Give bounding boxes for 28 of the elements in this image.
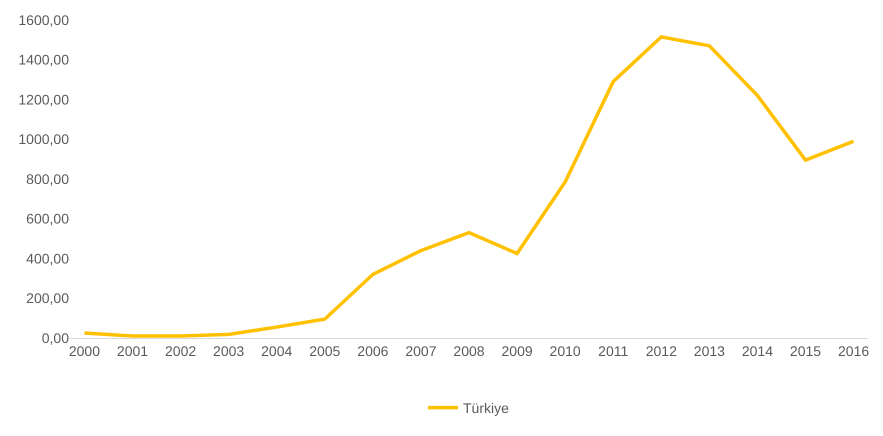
y-tick-label: 1600,00 (18, 12, 70, 28)
y-tick-label: 1200,00 (18, 91, 70, 108)
x-tick-label: 2012 (646, 342, 678, 359)
x-tick-label: 2016 (838, 342, 870, 359)
x-tick-label: 2008 (453, 342, 485, 359)
y-tick-label: 200,00 (26, 290, 70, 306)
x-tick-label: 2009 (501, 342, 533, 359)
y-tick-label: 0,00 (42, 330, 70, 346)
x-tick-label: 2006 (357, 342, 389, 359)
y-tick-label: 400,00 (26, 250, 70, 266)
y-tick-label: 600,00 (26, 210, 70, 227)
y-tick-label: 1000,00 (18, 131, 70, 148)
x-tick-label: 2005 (309, 342, 341, 359)
x-tick-label: 2001 (116, 342, 148, 359)
x-tick-label: 2007 (405, 342, 437, 359)
x-tick-label: 2002 (164, 342, 196, 359)
y-tick-label: 1400,00 (18, 52, 70, 68)
x-tick-label: 2000 (68, 342, 100, 359)
x-tick-label: 2013 (694, 342, 726, 359)
x-tick-label: 2003 (213, 342, 244, 359)
x-tick-label: 2014 (742, 342, 774, 359)
x-tick-label: 2011 (598, 342, 628, 359)
x-tick-label: 2015 (790, 342, 822, 359)
x-tick-label: 2010 (550, 342, 581, 359)
x-tick-label: 2004 (261, 342, 292, 359)
legend-label: Türkiye (463, 400, 510, 416)
line-series (82, 35, 856, 338)
y-tick-label: 800,00 (26, 170, 70, 187)
